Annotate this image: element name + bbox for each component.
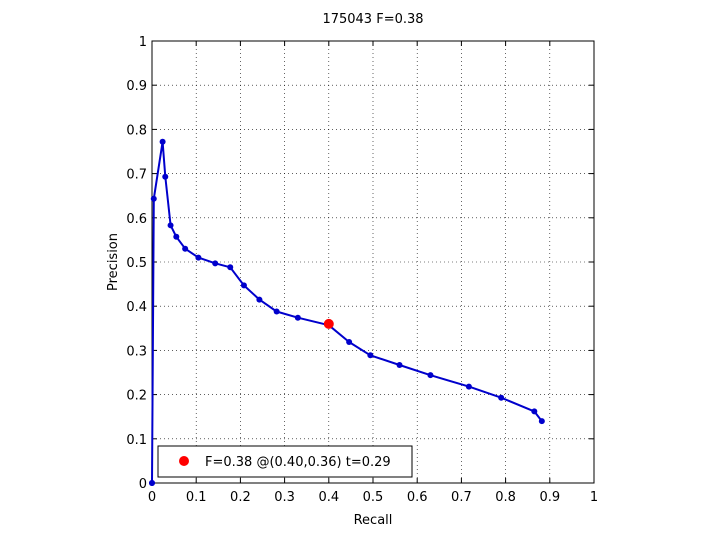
y-tick-label: 0.4 [126, 300, 147, 315]
data-point [256, 296, 263, 303]
grid-lines [152, 41, 594, 483]
y-tick-label: 0.2 [126, 389, 147, 404]
x-tick-label: 0 [148, 490, 156, 505]
data-point [182, 245, 189, 252]
x-tick-label: 0.4 [318, 490, 339, 505]
data-point [498, 394, 505, 401]
y-tick-label: 0.1 [126, 433, 147, 448]
data-point [240, 282, 247, 289]
y-tick-label: 0.3 [126, 344, 147, 359]
best-f-point [323, 318, 334, 329]
data-point [538, 418, 545, 425]
data-point [149, 480, 155, 486]
y-tick-label: 0.7 [126, 168, 147, 183]
legend-box [157, 445, 413, 478]
data-point [162, 173, 169, 180]
data-point [167, 222, 174, 229]
data-point [212, 260, 219, 267]
series-layer [149, 138, 545, 486]
x-tick-label: 0.8 [495, 490, 516, 505]
data-point [427, 372, 434, 379]
series-line [151, 140, 543, 484]
data-point [294, 314, 301, 321]
x-tick-label: 0.5 [363, 490, 384, 505]
data-point [346, 339, 353, 346]
x-tick-label: 1 [590, 490, 598, 505]
y-tick-label: 0.5 [126, 256, 147, 271]
legend: F=0.38 @(0.40,0.36) t=0.29 [157, 445, 413, 478]
y-axis-label: Precision [106, 233, 121, 291]
data-point [396, 361, 403, 368]
legend-marker [179, 456, 189, 466]
x-tick-label: 0.3 [274, 490, 295, 505]
y-tick-label: 0.9 [126, 79, 147, 94]
axis-ticks: 0 0.1 0.2 0.3 0.4 0.5 0.6 0.7 0.8 0.9 1 0 0.1 0.2 0.3 0… [126, 35, 598, 505]
x-tick-label: 0.2 [230, 490, 251, 505]
data-point [195, 254, 202, 261]
legend-label: F=0.38 @(0.40,0.36) t=0.29 [205, 455, 391, 470]
x-tick-label: 0.7 [451, 490, 472, 505]
data-point [173, 233, 180, 240]
data-point [150, 195, 157, 202]
data-point [227, 264, 234, 271]
y-tick-label: 0.8 [126, 123, 147, 138]
y-tick-label: 0 [139, 477, 147, 492]
x-tick-label: 0.6 [407, 490, 428, 505]
y-tick-label: 0.6 [126, 212, 147, 227]
data-point [159, 138, 166, 145]
data-point [273, 308, 280, 315]
x-tick-label: 0.1 [186, 490, 207, 505]
data-point [465, 383, 472, 390]
x-tick-label: 0.9 [539, 490, 560, 505]
chart-title: 175043 F=0.38 [322, 12, 423, 27]
y-tick-label: 1 [139, 35, 147, 50]
data-point [367, 352, 374, 359]
x-axis-label: Recall [354, 513, 393, 528]
data-point [531, 408, 538, 415]
